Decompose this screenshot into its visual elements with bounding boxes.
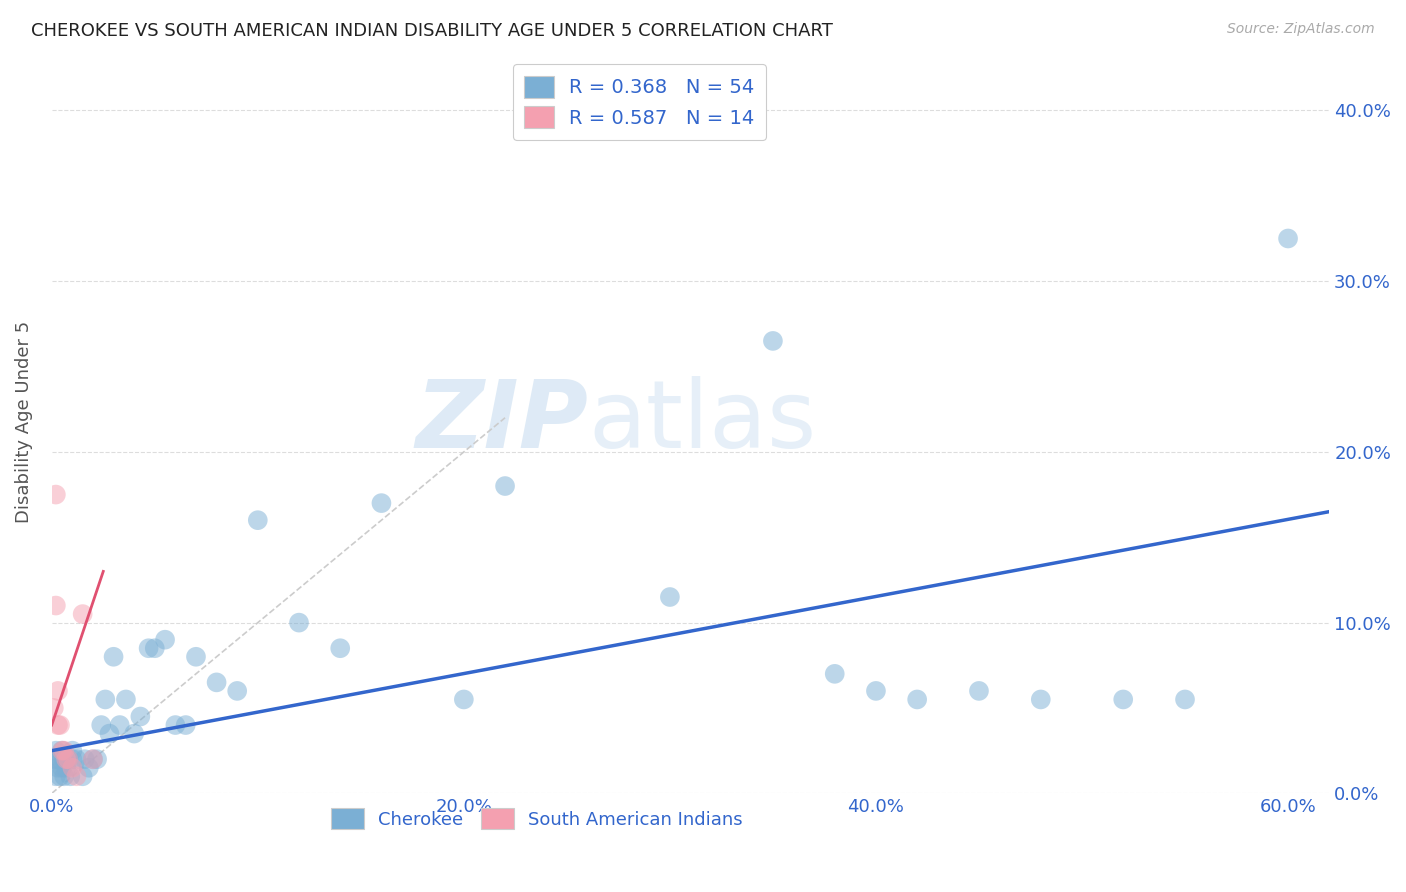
Point [494,479,516,493]
Point [967,684,990,698]
Point [65,769,87,783]
Point [1029,692,1052,706]
Point [865,684,887,698]
Point [55,752,77,766]
Point [58,752,80,766]
Point [45,769,67,783]
Point [49,769,72,783]
Point [51,761,73,775]
Point [1112,692,1135,706]
Point [370,496,392,510]
Point [174,718,197,732]
Point [42,701,65,715]
Point [86,752,108,766]
Point [82,752,104,766]
Point [122,726,145,740]
Point [58,752,80,766]
Point [60,761,83,775]
Point [65,752,87,766]
Point [90,718,112,732]
Point [45,744,67,758]
Point [153,632,176,647]
Point [60,744,83,758]
Point [453,692,475,706]
Point [51,744,73,758]
Point [288,615,311,630]
Point [53,752,76,766]
Legend: Cherokee, South American Indians: Cherokee, South American Indians [325,801,751,837]
Point [46,684,69,698]
Point [53,769,76,783]
Point [77,761,100,775]
Point [824,666,846,681]
Point [98,726,121,740]
Point [329,641,352,656]
Point [46,761,69,775]
Point [42,752,65,766]
Point [72,769,94,783]
Point [59,769,82,783]
Point [1277,231,1299,245]
Point [55,761,77,775]
Point [60,752,83,766]
Point [658,590,681,604]
Point [46,718,69,732]
Point [226,684,249,698]
Point [1174,692,1197,706]
Point [46,752,69,766]
Point [205,675,228,690]
Point [49,752,72,766]
Point [246,513,269,527]
Point [138,641,160,656]
Point [73,752,96,766]
Point [82,752,104,766]
Point [103,649,125,664]
Point [115,692,138,706]
Text: ZIP: ZIP [415,376,588,468]
Text: atlas: atlas [588,376,817,468]
Point [762,334,785,348]
Point [45,599,67,613]
Y-axis label: Disability Age Under 5: Disability Age Under 5 [15,321,32,523]
Point [129,709,152,723]
Point [45,487,67,501]
Point [143,641,166,656]
Point [165,718,187,732]
Point [53,744,76,758]
Point [51,744,73,758]
Text: Source: ZipAtlas.com: Source: ZipAtlas.com [1227,22,1375,37]
Point [49,718,72,732]
Point [94,692,117,706]
Point [72,607,94,621]
Point [108,718,131,732]
Text: CHEROKEE VS SOUTH AMERICAN INDIAN DISABILITY AGE UNDER 5 CORRELATION CHART: CHEROKEE VS SOUTH AMERICAN INDIAN DISABI… [31,22,832,40]
Point [905,692,928,706]
Point [184,649,207,664]
